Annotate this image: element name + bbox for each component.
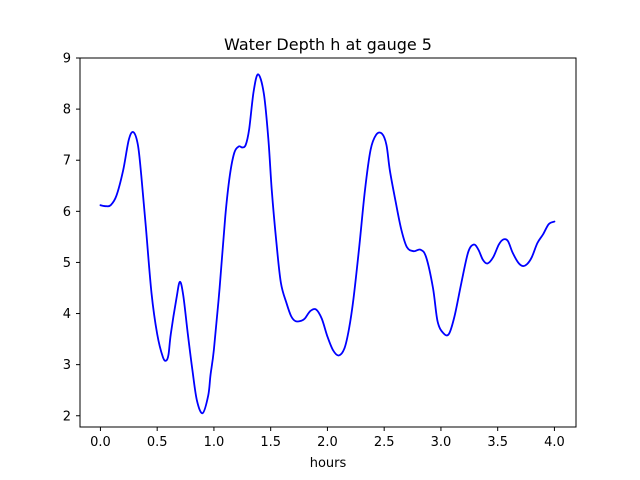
x-tick-label: 0.0 <box>90 435 111 450</box>
y-tick-label: 3 <box>63 358 71 373</box>
y-tick-label: 6 <box>63 205 71 220</box>
x-axis: 0.0 0.5 1.0 1.5 2.0 2.5 3.0 3.5 4.0 <box>90 427 565 450</box>
x-tick-label: 0.5 <box>147 435 168 450</box>
x-tick-label: 3.0 <box>431 435 452 450</box>
series-line-0 <box>99 73 556 415</box>
y-tick-label: 2 <box>63 409 71 424</box>
axes-frame <box>79 57 577 428</box>
plot-area <box>99 73 556 415</box>
y-tick-label: 5 <box>63 256 71 271</box>
chart-title: Water Depth h at gauge 5 <box>224 35 432 54</box>
x-tick-label: 1.5 <box>260 435 281 450</box>
x-tick-label: 2.5 <box>374 435 395 450</box>
x-tick-label: 4.0 <box>544 435 565 450</box>
y-tick-label: 7 <box>63 154 71 169</box>
x-tick-label: 1.0 <box>204 435 225 450</box>
y-tick-label: 4 <box>63 307 71 322</box>
x-tick-label: 3.5 <box>487 435 508 450</box>
y-axis: 2 3 4 5 6 7 8 9 <box>63 52 80 424</box>
x-axis-label: hours <box>310 456 347 471</box>
y-tick-label: 8 <box>63 103 71 118</box>
y-tick-label: 9 <box>63 52 71 67</box>
x-tick-label: 2.0 <box>317 435 338 450</box>
